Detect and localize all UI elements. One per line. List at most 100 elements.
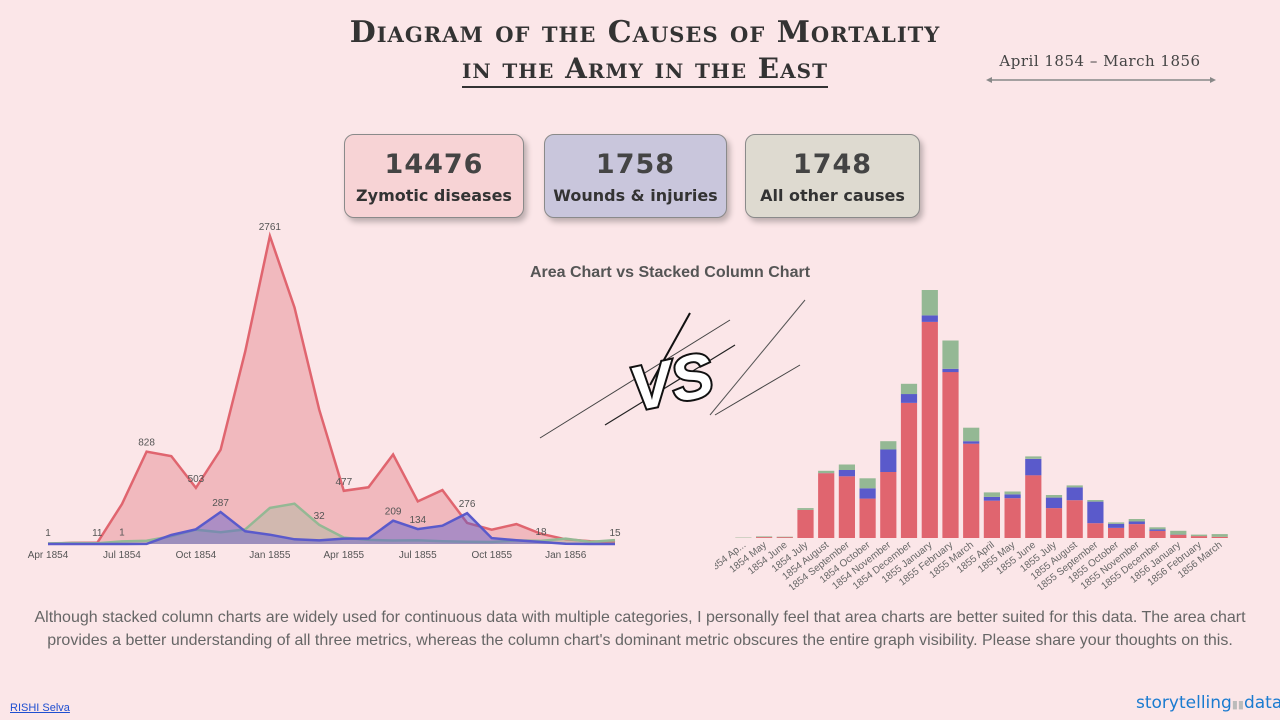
card-value: 1748 xyxy=(792,149,873,180)
x-tick-label: Jul 1855 xyxy=(399,550,437,561)
bar-segment-series-0 xyxy=(921,321,938,538)
bar-segment-series-1 xyxy=(1025,458,1042,476)
bar-segment-series-0 xyxy=(1211,536,1228,538)
x-tick-label: Jan 1856 xyxy=(545,550,587,561)
speed-line xyxy=(714,364,801,416)
bar-segment-series-1 xyxy=(900,394,918,403)
bar-segment-series-0 xyxy=(983,500,1000,538)
brand-logo: storytelling▮▮data xyxy=(1136,693,1280,713)
area-line-series-1 xyxy=(48,510,615,546)
bar-segment-series-2 xyxy=(1149,527,1166,530)
bar-segment-series-2 xyxy=(880,441,897,450)
card-value: 1758 xyxy=(595,149,676,180)
bar-segment-series-1 xyxy=(1087,501,1104,524)
bar-segment-series-2 xyxy=(1087,500,1104,502)
bar-segment-series-2 xyxy=(838,464,855,470)
x-tick-label: Oct 1855 xyxy=(471,550,512,561)
bar-segment-series-2 xyxy=(797,508,814,510)
data-label: 276 xyxy=(459,499,476,510)
bar-segment-series-0 xyxy=(1149,530,1166,538)
speed-line xyxy=(604,344,736,426)
data-label: 11 xyxy=(92,528,103,539)
x-tick-label: Jul 1854 xyxy=(103,550,141,561)
area-line-series-0 xyxy=(47,231,616,546)
title-line-2: in the Army in the East xyxy=(461,52,828,88)
data-label: 2761 xyxy=(259,222,282,233)
data-label: 15 xyxy=(609,528,621,539)
bar-segment-series-2 xyxy=(1004,491,1021,495)
bar-segment-series-0 xyxy=(1066,500,1083,538)
bar-segment-series-2 xyxy=(900,383,918,395)
data-label: 32 xyxy=(314,511,326,522)
bar-segment-series-2 xyxy=(1045,495,1063,498)
bar-segment-series-0 xyxy=(1025,475,1042,538)
x-tick-label: Jan 1855 xyxy=(249,550,291,561)
area-chart: Apr 1854 Jul 1854 Oct 1854 Jan 1855 Apr 1855… xyxy=(28,222,621,561)
vs-graphic: VS xyxy=(539,299,806,439)
data-label: 503 xyxy=(188,474,205,485)
bar-segment-series-1 xyxy=(880,449,897,472)
bar-segment-series-0 xyxy=(797,509,814,538)
wounds-injuries-card: 1758 Wounds & injuries xyxy=(544,134,727,218)
title-line-1: Diagram of the Causes of Mortality xyxy=(349,15,941,50)
speed-line xyxy=(649,312,691,386)
area-fill-series-0 xyxy=(48,236,615,544)
data-label: 828 xyxy=(138,438,155,449)
bar-segment-series-2 xyxy=(818,470,835,474)
data-label: 209 xyxy=(385,507,402,518)
bar-segment-series-1 xyxy=(1108,523,1125,528)
author-link[interactable]: RISHI Selva xyxy=(10,702,70,714)
bar-segment-series-2 xyxy=(756,536,773,538)
data-label: 1 xyxy=(119,527,125,538)
bar-segment-series-0 xyxy=(859,498,876,538)
x-tick-label: Apr 1855 xyxy=(324,550,365,561)
bar-segment-series-1 xyxy=(942,368,959,373)
zymotic-diseases-card: 14476 Zymotic diseases xyxy=(344,134,524,218)
date-range-arrow xyxy=(986,77,1216,83)
bar-segment-series-2 xyxy=(1066,485,1083,488)
data-label: 287 xyxy=(212,498,229,509)
bar-segment-series-0 xyxy=(1087,523,1104,538)
bar-segment-series-2 xyxy=(1128,519,1145,522)
bar-segment-series-1 xyxy=(921,315,938,322)
bar-segment-series-0 xyxy=(1108,528,1125,538)
bar-segment-series-0 xyxy=(838,476,855,538)
card-label: Zymotic diseases xyxy=(356,186,512,205)
bar-segment-series-0 xyxy=(942,372,959,538)
bar-segment-series-2 xyxy=(859,478,876,489)
date-range-label: April 1854 – March 1856 xyxy=(999,52,1201,70)
bar-segment-series-1 xyxy=(983,496,1000,501)
brand-text: storytelling xyxy=(1136,693,1232,713)
brand-text-2: data xyxy=(1243,693,1280,713)
bar-segment-series-2 xyxy=(1025,456,1042,459)
bar-segment-series-0 xyxy=(818,473,835,538)
card-label: All other causes xyxy=(760,186,905,205)
bar-segment-series-0 xyxy=(776,537,793,538)
bar-segment-series-2 xyxy=(1211,534,1228,537)
speed-line xyxy=(709,299,806,416)
bar-segment-series-1 xyxy=(1149,529,1166,531)
bar-segment-series-0 xyxy=(880,471,897,538)
bar-segment-series-0 xyxy=(900,403,918,538)
bar-segment-series-2 xyxy=(983,492,1000,497)
data-label: 477 xyxy=(335,477,352,488)
other-causes-card: 1748 All other causes xyxy=(745,134,920,218)
area-fill-series-2 xyxy=(48,503,615,544)
bar-segment-series-1 xyxy=(1066,487,1083,501)
bar-segment-series-1 xyxy=(1004,494,1021,499)
bar-segment-series-0 xyxy=(1045,508,1063,538)
x-tick-label: Apr 1854 xyxy=(28,550,69,561)
bar-segment-series-0 xyxy=(1004,498,1021,538)
bar-segment-series-1 xyxy=(859,488,876,499)
x-tick-label: Oct 1854 xyxy=(176,550,217,561)
bar-segment-series-0 xyxy=(1170,534,1187,538)
footer-text: Although stacked column charts are widel… xyxy=(34,609,1246,649)
bar-segment-series-1 xyxy=(963,441,980,444)
bar-segment-series-2 xyxy=(776,536,793,538)
bar-segment-series-1 xyxy=(838,470,855,477)
bar-segment-series-2 xyxy=(1190,534,1208,537)
bar-segment-series-0 xyxy=(1128,524,1145,538)
card-value: 14476 xyxy=(384,149,484,180)
bar-segment-series-0 xyxy=(963,443,980,538)
